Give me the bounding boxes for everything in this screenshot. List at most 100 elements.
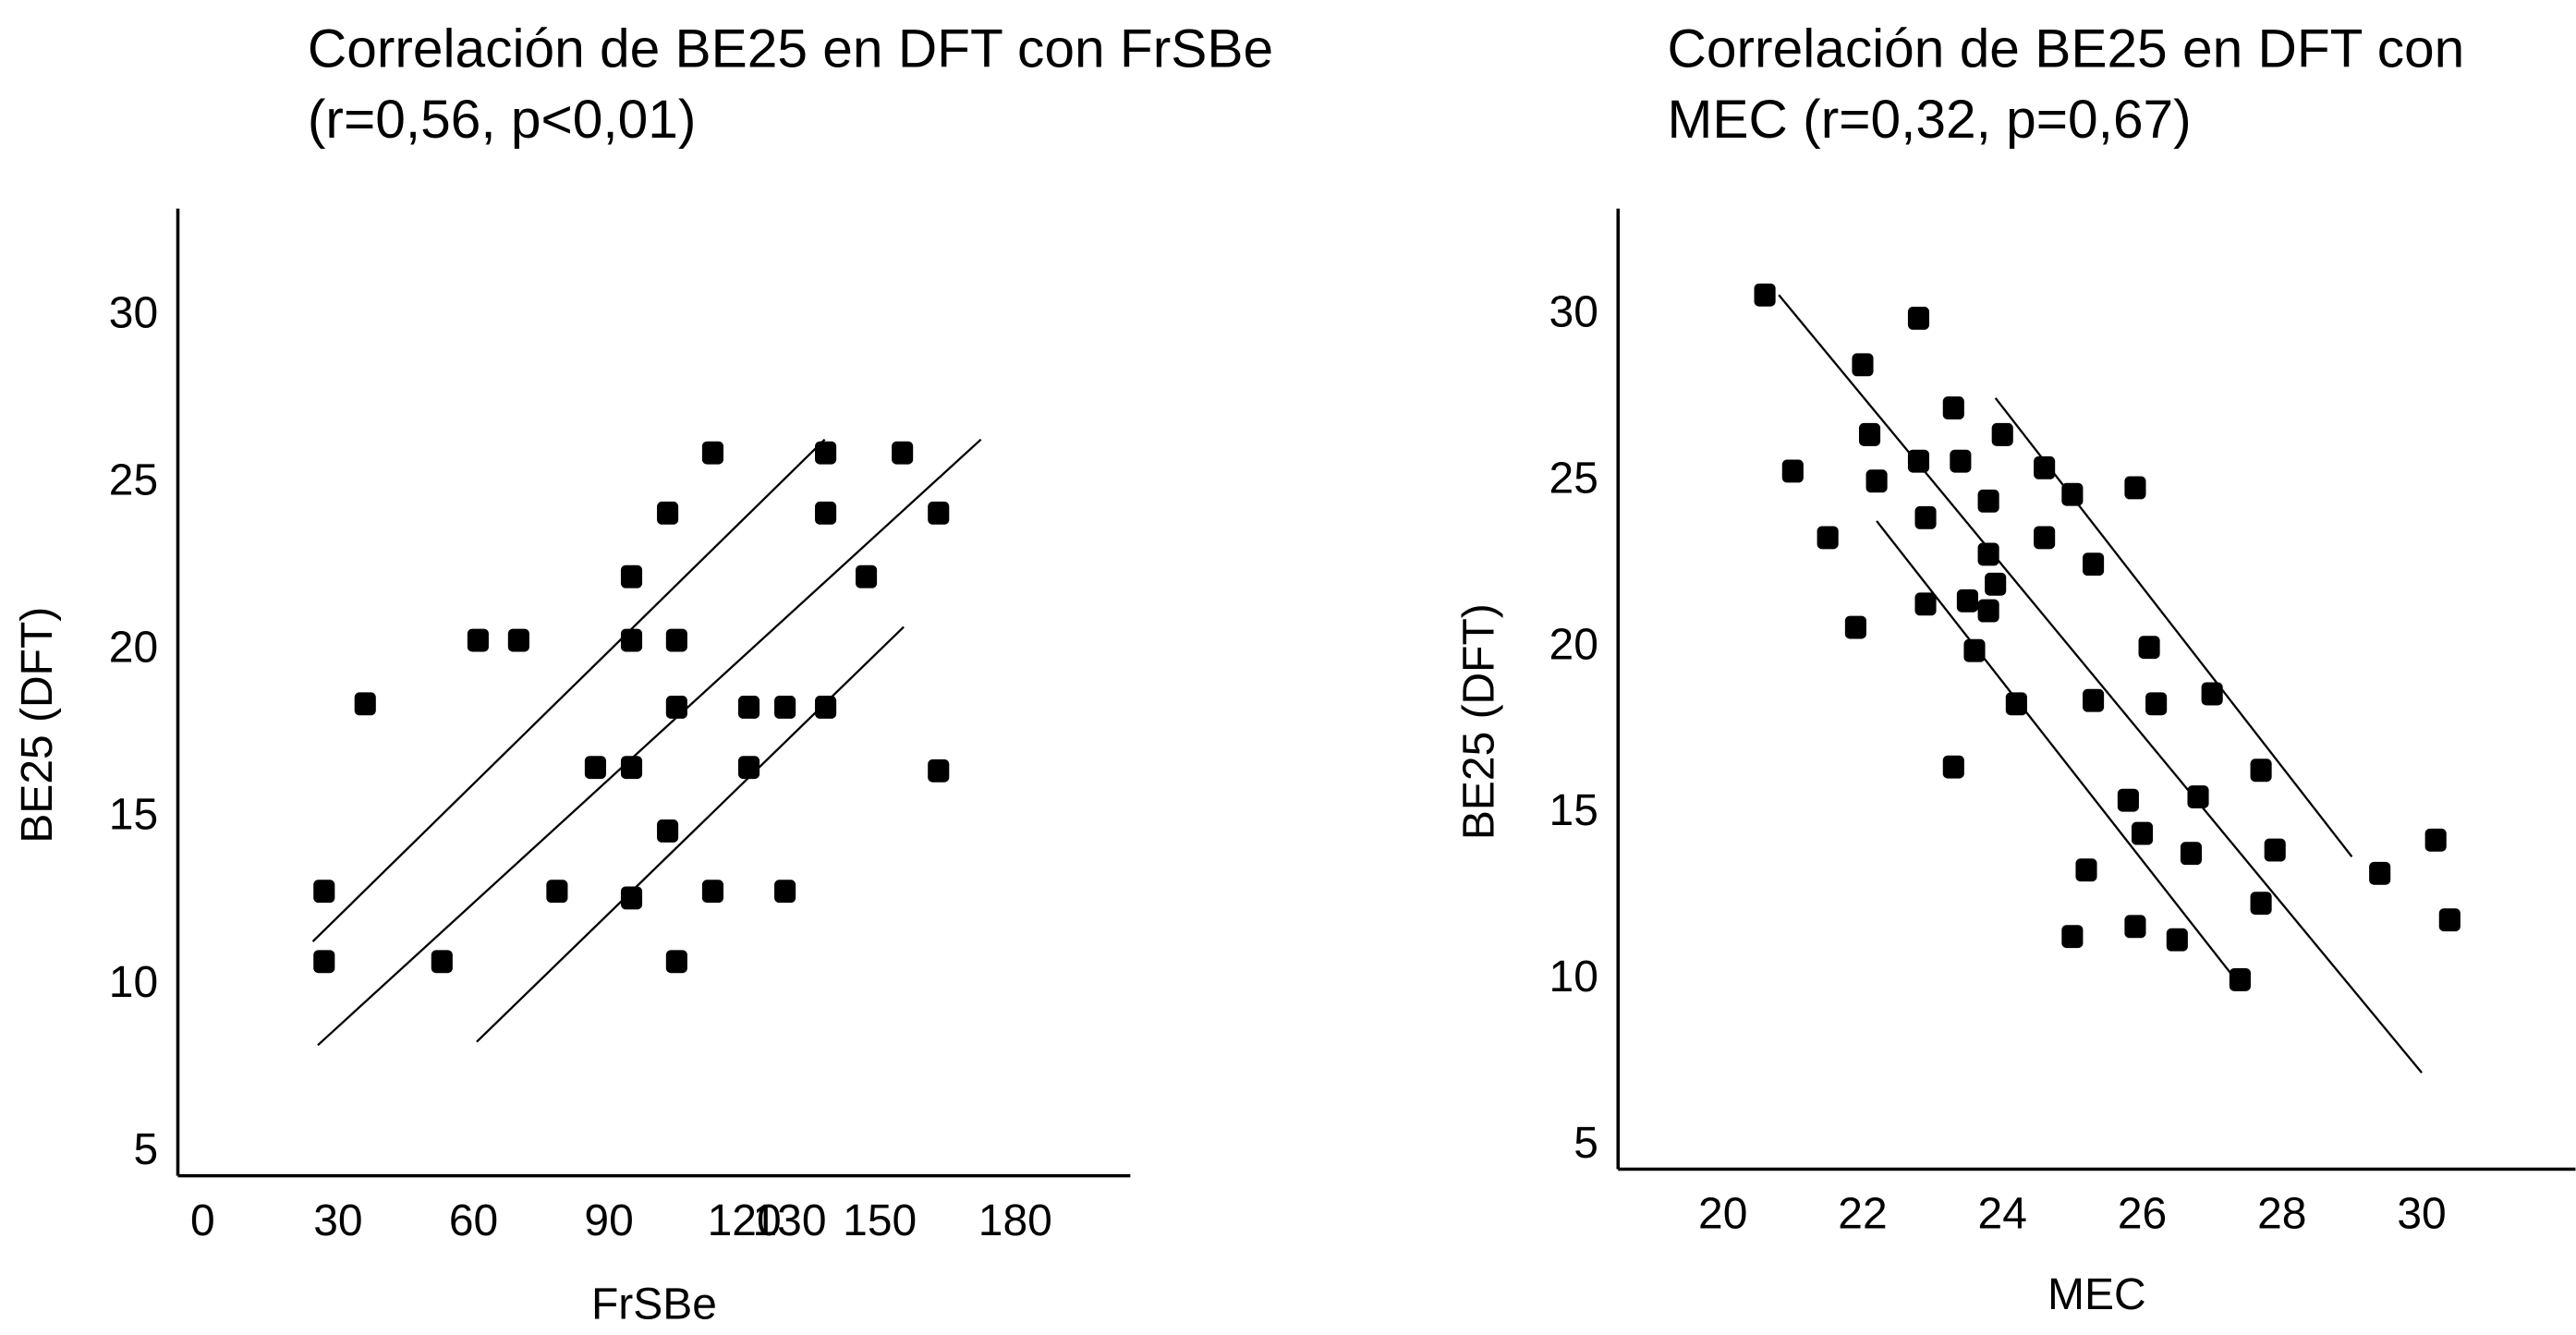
y-tick-label: 15 <box>109 791 158 840</box>
point <box>1817 526 1839 550</box>
point <box>815 441 837 465</box>
point <box>2369 861 2391 885</box>
x-axis-label: MEC <box>2047 1270 2146 1319</box>
y-tick-label: 15 <box>1549 786 1598 835</box>
point <box>2061 925 2084 949</box>
point <box>2131 821 2154 845</box>
point <box>584 756 606 780</box>
point <box>815 501 837 525</box>
fit-line <box>311 438 826 942</box>
point <box>2438 908 2461 932</box>
x-tick-label: 28 <box>2257 1190 2306 1239</box>
point <box>665 696 687 719</box>
x-tick-label: 60 <box>449 1196 498 1245</box>
chart-title: Correlación de BE25 en DFT con FrSBe <box>308 18 1273 79</box>
point <box>665 950 687 974</box>
point <box>620 628 643 652</box>
point <box>1781 459 1804 483</box>
point <box>657 819 679 843</box>
point <box>1914 505 1937 529</box>
point <box>665 628 687 652</box>
point <box>620 886 643 910</box>
y-axis-label: BE25 (DFT) <box>1454 603 1503 840</box>
point <box>2180 842 2203 866</box>
point <box>313 950 335 974</box>
y-tick-label: 30 <box>109 288 158 337</box>
chart-title: (r=0,56, p<0,01) <box>308 90 697 150</box>
point <box>354 692 376 716</box>
point <box>1942 755 1964 779</box>
y-tick-label: 5 <box>1574 1119 1598 1168</box>
x-tick-label: 24 <box>1978 1190 2027 1239</box>
point <box>892 441 914 465</box>
fit-line <box>317 438 982 1047</box>
y-tick-label: 20 <box>1549 620 1598 669</box>
point <box>2034 526 2056 550</box>
x-tick-label: 0 <box>190 1196 215 1245</box>
point <box>431 950 453 974</box>
point <box>2424 828 2447 852</box>
y-tick-label: 5 <box>133 1125 158 1174</box>
point <box>928 501 950 525</box>
y-tick-label: 10 <box>109 958 158 1007</box>
point <box>1865 469 1888 493</box>
point <box>1754 283 1776 307</box>
point <box>2075 858 2097 882</box>
fit-line <box>476 625 905 1043</box>
point <box>657 501 679 525</box>
point <box>1844 615 1866 639</box>
y-tick-label: 10 <box>1549 953 1598 1001</box>
point <box>1977 542 1999 566</box>
x-tick-label: 26 <box>2118 1190 2167 1239</box>
point <box>701 441 724 465</box>
point <box>1942 396 1964 420</box>
point <box>1852 353 1874 377</box>
point <box>1977 599 1999 623</box>
fit-line <box>1778 294 2423 1074</box>
point <box>1907 449 1930 473</box>
point <box>2145 692 2168 716</box>
point <box>2061 482 2084 506</box>
x-tick-label: 90 <box>584 1196 633 1245</box>
point <box>1907 307 1930 330</box>
x-tick-label: 130 <box>752 1196 826 1245</box>
point <box>1985 572 2007 596</box>
y-tick-label: 25 <box>109 455 158 504</box>
point <box>2083 552 2105 576</box>
point <box>2264 838 2286 862</box>
point <box>2005 692 2027 716</box>
point <box>2083 688 2105 712</box>
y-axis-label: BE25 (DFT) <box>13 607 62 843</box>
point <box>1914 592 1937 616</box>
x-tick-label: 180 <box>978 1196 1052 1245</box>
y-tick-label: 20 <box>109 624 158 673</box>
x-tick-label: 22 <box>1838 1190 1887 1239</box>
point <box>2124 915 2146 939</box>
x-tick-label: 120 <box>708 1196 782 1245</box>
point <box>815 696 837 719</box>
x-tick-label: 20 <box>1698 1190 1747 1239</box>
point <box>2166 928 2188 952</box>
point <box>2034 455 2056 479</box>
x-tick-label: 30 <box>313 1196 362 1245</box>
point <box>1858 422 1881 446</box>
chart-title: Correlación de BE25 en DFT con <box>1668 18 2465 79</box>
point <box>1950 449 1972 473</box>
y-tick-label: 25 <box>1549 454 1598 503</box>
x-axis-label: FrSBe <box>591 1280 717 1329</box>
point <box>546 880 568 904</box>
point <box>507 628 529 652</box>
fit-line <box>1876 520 2234 977</box>
point <box>620 564 643 589</box>
point <box>774 880 796 904</box>
point <box>1963 638 1986 662</box>
point <box>2250 892 2272 916</box>
point <box>774 696 796 719</box>
point <box>2117 788 2139 812</box>
point <box>737 696 760 719</box>
point <box>737 756 760 780</box>
point <box>2201 682 2223 706</box>
point <box>2229 967 2251 991</box>
